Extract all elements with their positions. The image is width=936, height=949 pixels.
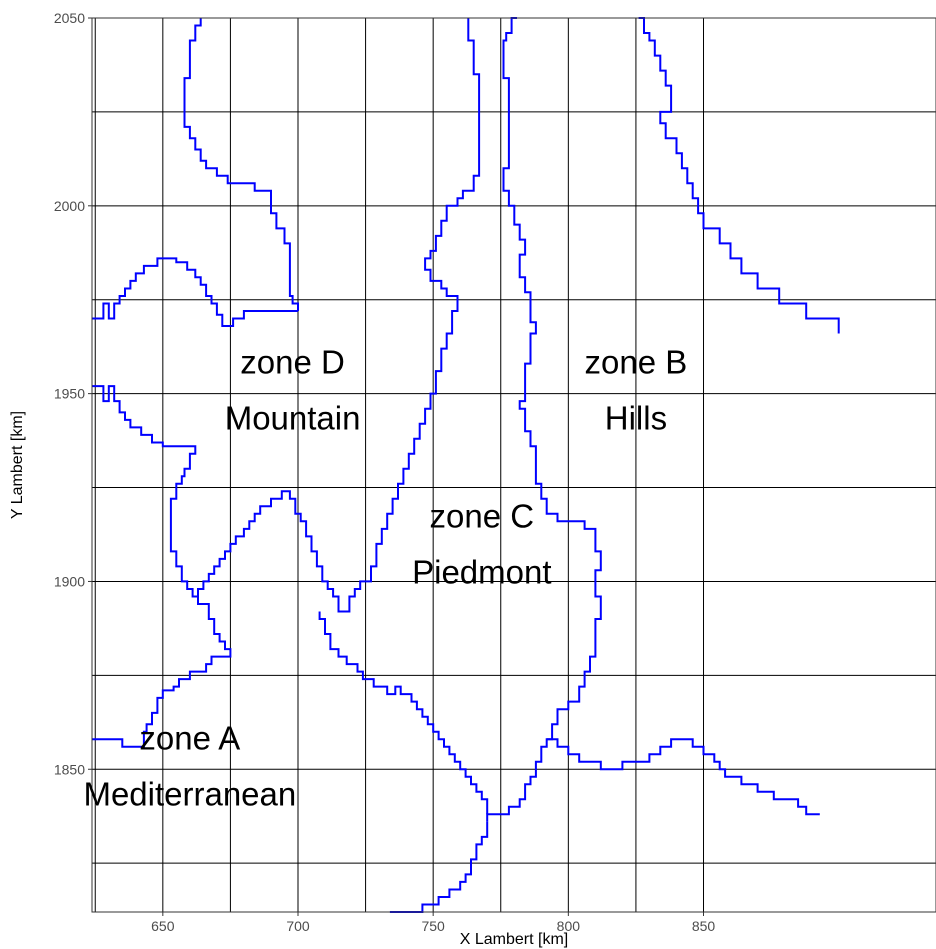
zone-name-label: zone D bbox=[240, 344, 345, 381]
x-tick-label: 800 bbox=[557, 918, 581, 934]
x-tick-label: 650 bbox=[151, 918, 175, 934]
zone-name-label: zone A bbox=[139, 719, 240, 756]
boundary-mediterranean-north bbox=[92, 385, 232, 748]
boundary-mediterranean-piedmont bbox=[318, 611, 489, 815]
y-tick-label: 2000 bbox=[54, 198, 85, 214]
x-axis-title: X Lambert [km] bbox=[460, 931, 568, 948]
zone-labels: zone A Mediterranean zone B Hills zone C Pied… bbox=[83, 344, 687, 813]
boundary-hills-north bbox=[638, 17, 840, 334]
boundary-mountain-piedmont bbox=[192, 18, 481, 613]
x-tick-label: 850 bbox=[692, 918, 716, 934]
boundary-hills-east bbox=[546, 738, 820, 816]
zone-type-label: Mediterranean bbox=[83, 775, 296, 812]
boundary-mountain-north bbox=[183, 18, 299, 311]
x-tick-label: 750 bbox=[421, 918, 445, 934]
boundary-piedmont-south bbox=[389, 821, 489, 913]
y-axis-title: Y Lambert [km] bbox=[9, 411, 26, 519]
y-tick-label: 1850 bbox=[54, 761, 85, 777]
x-axis-ticks: 650 700 750 800 850 bbox=[151, 912, 715, 934]
y-tick-label: 1950 bbox=[54, 386, 85, 402]
zone-type-label: Hills bbox=[605, 400, 667, 437]
zone-type-label: Piedmont bbox=[412, 554, 551, 591]
boundary-hills-piedmont bbox=[486, 17, 602, 822]
zone-boundaries bbox=[92, 17, 840, 913]
zone-type-label: Mountain bbox=[225, 400, 361, 437]
y-tick-label: 1900 bbox=[54, 573, 85, 589]
zone-name-label: zone B bbox=[585, 344, 688, 381]
zone-name-label: zone C bbox=[430, 498, 535, 535]
y-axis-ticks: 1850 1900 1950 2000 2050 bbox=[54, 10, 92, 777]
panel-border bbox=[91, 17, 936, 913]
y-tick-label: 2050 bbox=[54, 10, 85, 26]
x-tick-label: 700 bbox=[286, 918, 310, 934]
boundary-mountain-west bbox=[92, 257, 298, 327]
